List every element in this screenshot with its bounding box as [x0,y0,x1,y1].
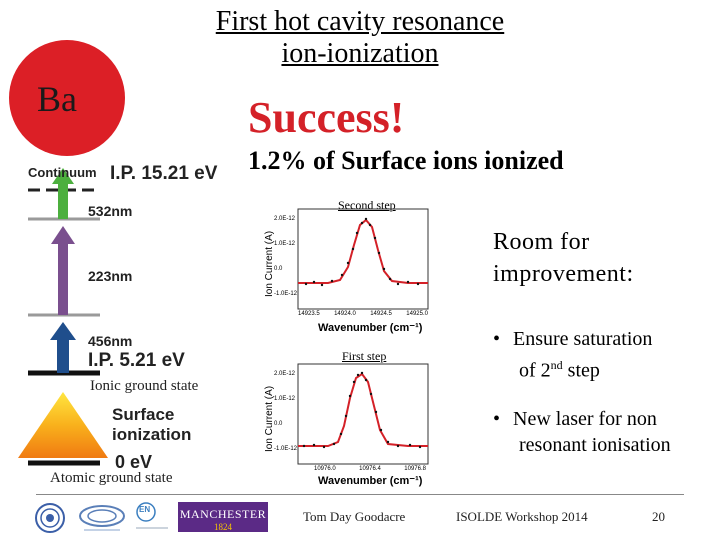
bullet-1-text-c: step [562,359,600,382]
first-step-xticks: 10976.0 10976.4 10976.8 [314,466,426,472]
ip-top-label: I.P. 15.21 eV [110,163,218,184]
xtick: 10976.8 [404,466,426,472]
ytick: -1.0E-12 [274,291,298,297]
success-heading: Success! [248,93,405,142]
room-line-2: improvement: [493,261,634,287]
element-circle [9,40,125,156]
arrow-456-shaft [57,338,69,373]
first-step-yticks: 2.0E-12 1.0E-12 0.0 -1.0E-12 [274,362,297,462]
xtick: 14924.0 [334,311,356,317]
second-step-xlabel: Wavenumber (cm⁻¹) [318,322,423,334]
manchester-year: 1824 [214,522,232,532]
bullet-1-text-b: of 2 [519,359,551,382]
bullet-2-line-1: New laser for non [513,408,657,430]
title-line-1: First hot cavity resonance [215,6,505,37]
footer-event: ISOLDE Workshop 2014 [456,509,588,524]
second-step-plot: Ion Current (A) 2.0E-12 1.0E-12 0.0 -1.0… [258,205,438,335]
ytick: 2.0E-12 [274,216,296,222]
ytick: 0.0 [274,266,283,272]
fit-curve [298,372,428,447]
plot-frame [297,363,429,465]
bullet-1-line-1: Ensure saturation [513,328,653,350]
room-line-1: Room for [493,229,590,255]
en-department-logo: EN [132,500,172,536]
xtick: 14924.5 [370,311,392,317]
cern-logo-icon [35,503,65,533]
data-points [302,371,422,449]
zero-ev-label: 0 eV [115,452,153,472]
anniversary-logo [76,500,128,536]
ytick: 1.0E-12 [274,396,296,402]
xtick: 14925.0 [406,311,428,317]
slide-title: First hot cavity resonance ion-ionizatio… [140,6,580,70]
level-scheme [0,160,245,490]
room-for-improvement: Room for improvement: [493,226,634,290]
xtick: 10976.4 [359,466,381,472]
manchester-logo: MANCHESTER 1824 [178,502,268,532]
first-step-xlabel: Wavenumber (cm⁻¹) [318,475,423,487]
wavelength-456-label: 456nm [88,333,133,349]
surface-label-2: ionization [112,425,192,444]
ytick: 1.0E-12 [274,241,296,247]
arrow-532-head [52,168,74,184]
anniversary-logo-icon [79,505,125,531]
footer-author: Tom Day Goodacre [303,509,406,524]
second-step-yticks: 2.0E-12 1.0E-12 0.0 -1.0E-12 [274,207,297,307]
xtick: 10976.0 [314,466,336,472]
data-points [304,217,420,287]
first-step-plot-graphic [297,363,429,465]
xtick: 14923.5 [298,311,320,317]
title-line-2: ion-ionization [281,38,439,69]
bullet-dot: • [493,408,501,430]
surface-ionization-arrow [18,392,108,458]
bullet-1: • Ensure saturation of 2nd step [493,326,652,384]
footer-divider [36,494,684,495]
second-step-xticks: 14923.5 14924.0 14924.5 14925.0 [298,311,428,317]
wavelength-532-label: 532nm [88,203,133,219]
level-scheme-graphic [18,168,108,466]
ip-bottom-label: I.P. 5.21 eV [88,350,185,371]
atomic-ground-label: Atomic ground state [50,470,173,486]
wavelength-223-label: 223nm [88,268,133,284]
arrow-532-shaft [58,182,68,219]
element-symbol: Ba [37,79,77,119]
ionic-ground-label: Ionic ground state [90,378,199,394]
bullet-2: • New laser for non resonant ionisation [493,406,671,458]
ytick: -1.0E-12 [274,446,298,452]
result-text: 1.2% of Surface ions ionized [248,146,564,175]
bullet-dot: • [493,328,501,350]
arrow-223-shaft [58,242,68,315]
manchester-text: MANCHESTER [179,507,267,521]
first-step-label: First step [342,349,387,363]
first-step-plot: Ion Current (A) 2.0E-12 1.0E-12 0.0 -1.0… [258,360,438,492]
bullet-1-sup: nd [550,358,563,372]
fit-curve [298,218,428,284]
cern-logo [30,500,70,536]
page-number: 20 [652,509,665,524]
surface-label-1: Surface [112,405,175,424]
bullet-2-line-2: resonant ionisation [519,434,671,456]
plot-frame [297,208,429,310]
second-step-plot-graphic [297,208,429,310]
ytick: 2.0E-12 [274,371,296,377]
continuum-label: Continuum [28,165,97,180]
ytick: 0.0 [274,421,283,427]
arrow-223-head [51,226,75,244]
en-label: EN [139,505,151,514]
arrow-456-head [50,322,76,340]
en-logo-icon [136,502,168,529]
bullet-1-line-2: of 2nd step [493,352,652,384]
